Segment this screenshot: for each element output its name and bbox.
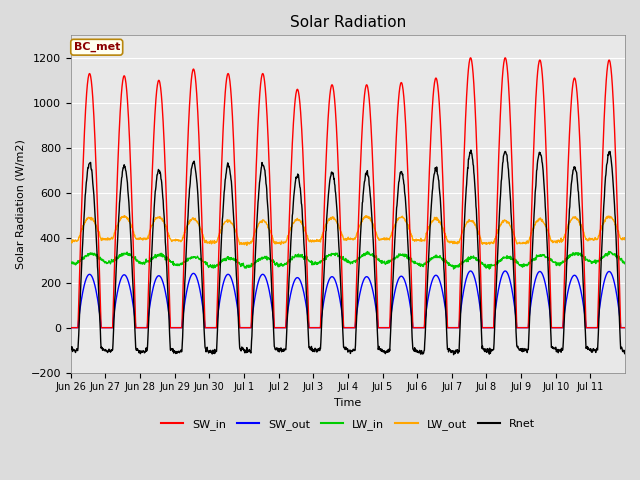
X-axis label: Time: Time [334, 398, 362, 408]
Text: BC_met: BC_met [74, 42, 120, 52]
Legend: SW_in, SW_out, LW_in, LW_out, Rnet: SW_in, SW_out, LW_in, LW_out, Rnet [156, 415, 540, 434]
Y-axis label: Solar Radiation (W/m2): Solar Radiation (W/m2) [15, 139, 25, 269]
Title: Solar Radiation: Solar Radiation [290, 15, 406, 30]
